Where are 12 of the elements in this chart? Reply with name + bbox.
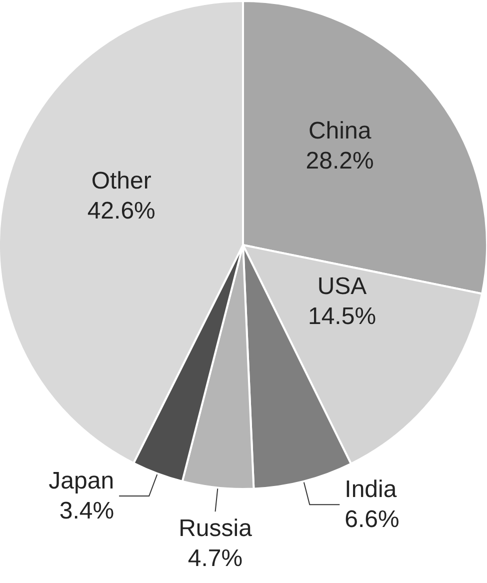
slice-label: India [344, 476, 398, 504]
slice-label: Other [91, 168, 152, 195]
slice-label: USA [317, 272, 367, 300]
data-label: 3.4% [59, 497, 114, 524]
slice-label: Japan [48, 467, 114, 494]
data-label: 28.2% [306, 147, 374, 174]
slice-label: China [308, 117, 372, 144]
data-label: 6.6% [344, 506, 400, 534]
slice-label: Russia [178, 515, 253, 542]
data-label: 42.6% [87, 198, 156, 225]
data-label: 4.7% [188, 545, 243, 572]
data-label: 14.5% [308, 302, 376, 330]
